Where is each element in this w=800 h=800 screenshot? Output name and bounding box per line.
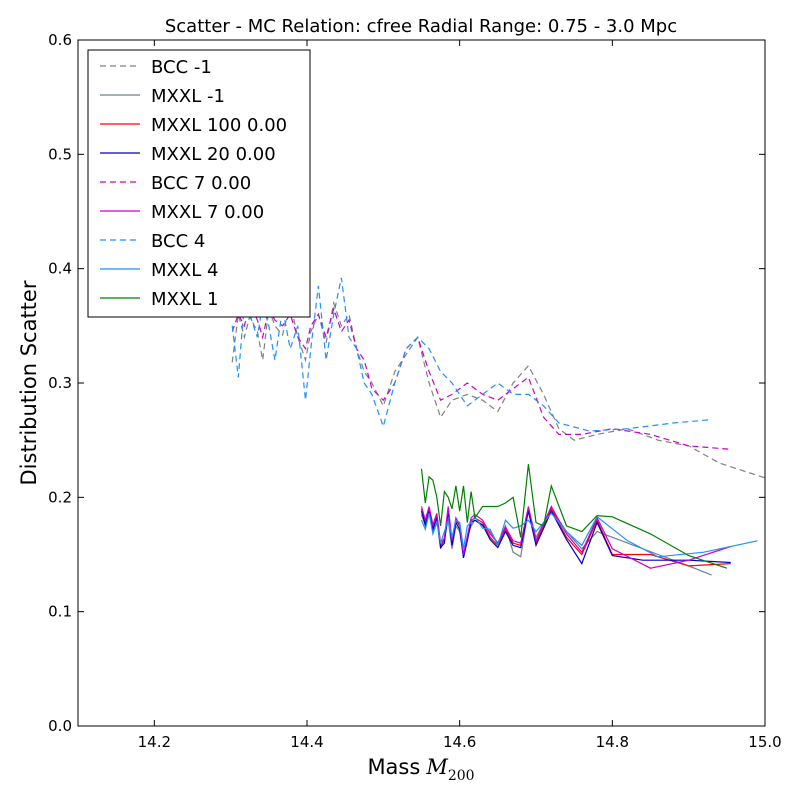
legend-label: MXXL 4 bbox=[151, 260, 218, 281]
x-axis-label: Mass M200 bbox=[367, 755, 474, 784]
y-tick-label: 0.0 bbox=[48, 717, 72, 735]
series-line-mxxl-4 bbox=[420, 512, 758, 558]
legend-label: MXXL 20 0.00 bbox=[151, 144, 276, 165]
legend-label: MXXL 1 bbox=[151, 289, 218, 310]
legend-label: MXXL 7 0.00 bbox=[151, 202, 264, 223]
y-tick-label: 0.1 bbox=[48, 603, 72, 621]
x-tick-label: 14.6 bbox=[443, 733, 476, 751]
y-tick-label: 0.5 bbox=[48, 145, 72, 163]
y-tick-label: 0.4 bbox=[48, 260, 72, 278]
series-layer bbox=[231, 277, 766, 576]
legend-label: BCC -1 bbox=[151, 57, 212, 78]
chart-title: Scatter - MC Relation: cfree Radial Rang… bbox=[165, 16, 677, 37]
y-tick-label: 0.3 bbox=[48, 374, 72, 392]
x-tick-label: 15.0 bbox=[748, 733, 781, 751]
series-line-mxxl-1 bbox=[420, 464, 727, 569]
x-tick-label: 14.8 bbox=[596, 733, 629, 751]
legend: BCC -1 MXXL -1 MXXL 100 0.00 MXXL 20 0.00 BC… bbox=[87, 49, 311, 318]
y-tick-label: 0.6 bbox=[48, 31, 72, 49]
x-axis-label-math: M bbox=[425, 755, 448, 779]
x-tick-label: 14.4 bbox=[290, 733, 323, 751]
x-tick-label: 14.2 bbox=[138, 733, 171, 751]
x-axis-label-sub: 200 bbox=[448, 768, 475, 784]
x-axis-label-text: Mass bbox=[367, 755, 420, 779]
legend-label: MXXL -1 bbox=[151, 86, 225, 107]
series-line-bcc-4 bbox=[231, 277, 712, 432]
legend-label: BCC 4 bbox=[151, 231, 205, 252]
y-tick-label: 0.2 bbox=[48, 488, 72, 506]
series-line-bcc-7-0-00 bbox=[231, 301, 731, 450]
legend-label: BCC 7 0.00 bbox=[151, 173, 251, 194]
series-line-mxxl-20-0-00 bbox=[420, 509, 731, 565]
legend-label: MXXL 100 0.00 bbox=[151, 115, 287, 136]
y-axis-label: Distribution Scatter bbox=[17, 280, 41, 485]
tick-layer: 14.2 14.4 14.6 14.8 15.0 0.0 0.1 0.2 0.3 0.4 0.5 0.… bbox=[48, 31, 782, 751]
